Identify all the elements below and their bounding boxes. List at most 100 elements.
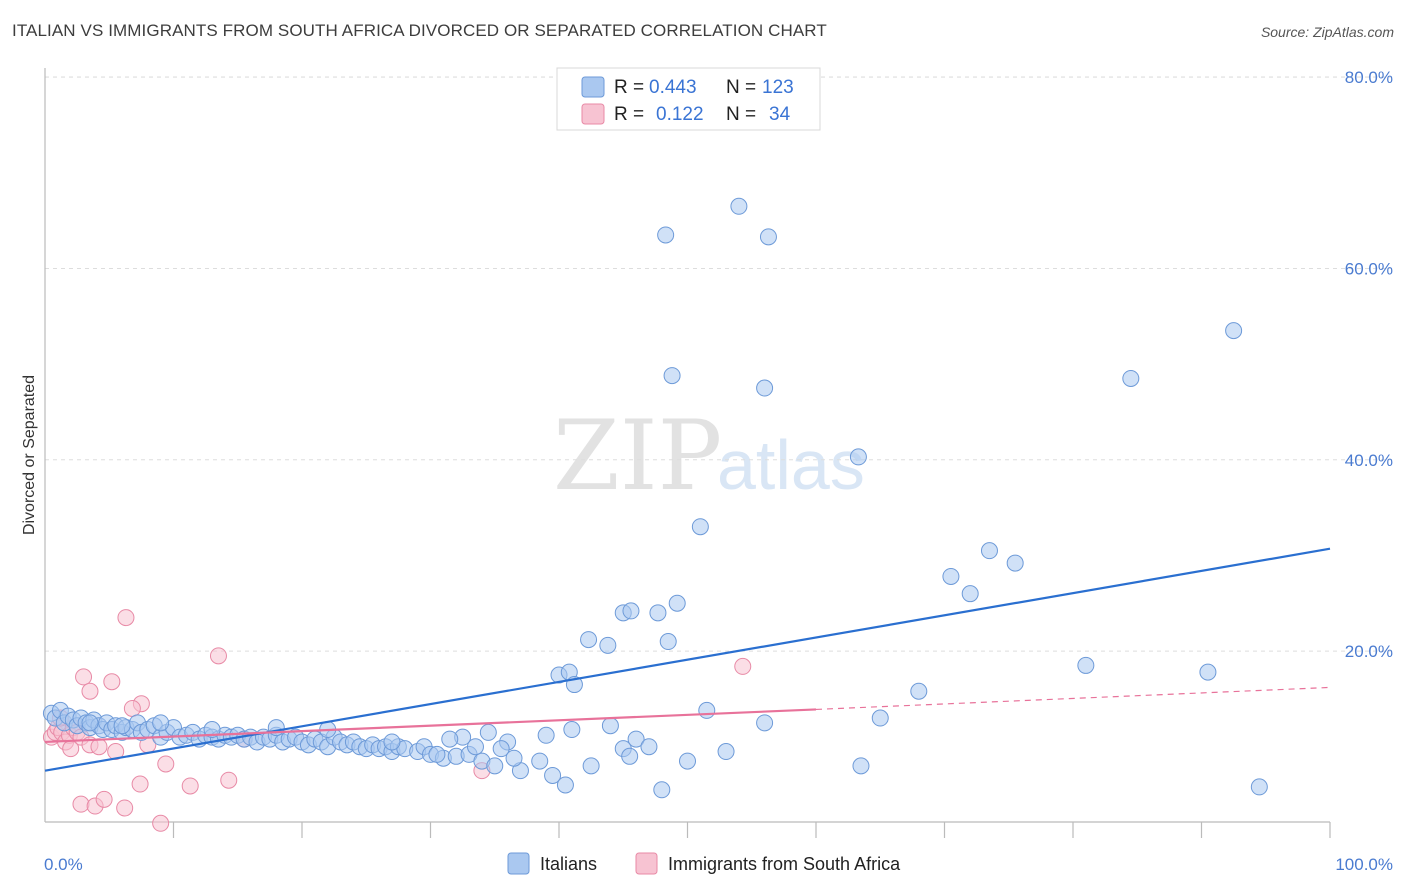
italians-point: [622, 602, 640, 620]
legend-r-value-1: 0.443: [649, 77, 697, 98]
italians-point: [961, 585, 979, 603]
series-legend: Italians Immigrants from South Africa: [507, 852, 901, 875]
italians-point: [537, 726, 555, 744]
italians-point: [871, 709, 889, 727]
italians-point: [1250, 778, 1268, 796]
italians-point: [759, 228, 777, 246]
trend-lines: [44, 547, 1331, 772]
italians-point: [663, 367, 681, 385]
south-africa-point: [123, 699, 141, 717]
italians-point: [640, 738, 658, 756]
y-tick-label: 60.0%: [1345, 259, 1393, 278]
italians-point: [852, 757, 870, 775]
chart-title: ITALIAN VS IMMIGRANTS FROM SOUTH AFRICA …: [12, 21, 827, 40]
italians-trend-line: [44, 547, 1331, 772]
italians-points: [42, 197, 1268, 799]
italians-point: [81, 714, 99, 732]
south-africa-point: [220, 771, 238, 789]
italians-point: [531, 752, 549, 770]
italians-point: [599, 636, 617, 654]
italians-point: [730, 197, 748, 215]
legend-n-value-2: 34: [769, 104, 791, 125]
italians-point: [563, 721, 581, 739]
y-axis-label: Divorced or Separated: [21, 375, 38, 535]
italians-point: [717, 743, 735, 761]
bottom-legend-swatch-south-africa: [635, 852, 658, 875]
south-africa-trend-line: [44, 708, 817, 744]
italians-point: [657, 226, 675, 244]
south-africa-trend-extension: [815, 686, 1331, 711]
italians-point: [601, 717, 619, 735]
legend-swatch-south-africa: [581, 103, 605, 125]
italians-point: [441, 730, 459, 748]
south-africa-point: [95, 790, 113, 808]
axes: [44, 68, 1331, 838]
italians-point: [1122, 369, 1140, 387]
italians-point: [486, 757, 504, 775]
watermark: ZIP atlas: [553, 400, 865, 512]
legend-r-label-1: R =: [614, 77, 644, 98]
legend-n-value-1: 123: [762, 77, 794, 98]
south-africa-point: [103, 673, 121, 691]
gridlines: [45, 76, 1392, 652]
italians-point: [580, 631, 598, 649]
south-africa-point: [81, 682, 99, 700]
south-africa-point: [62, 740, 80, 758]
x-tick-label-max: 100.0%: [1335, 855, 1393, 874]
south-africa-point: [117, 609, 135, 627]
italians-point: [152, 714, 170, 732]
legend-swatch-italians: [581, 76, 605, 98]
south-africa-point: [72, 795, 90, 813]
italians-point: [582, 757, 600, 775]
italians-point: [492, 740, 510, 758]
italians-point: [756, 379, 774, 397]
italians-point: [649, 604, 667, 622]
south-africa-point: [157, 755, 175, 773]
italians-point: [544, 766, 562, 784]
x-tick-labels: 0.0% 100.0%: [44, 855, 1393, 874]
italians-point: [479, 723, 497, 741]
bottom-legend-label-south-africa: Immigrants from South Africa: [668, 854, 901, 874]
italians-point: [679, 752, 696, 770]
italians-point: [621, 747, 639, 765]
stats-legend: R = 0.443 N = 123 R = 0.122 N = 34: [556, 67, 821, 131]
x-tick-label-min: 0.0%: [44, 855, 83, 874]
italians-point: [756, 714, 774, 732]
italians-point: [466, 738, 484, 756]
italians-point: [1077, 656, 1095, 674]
y-tick-label: 40.0%: [1345, 451, 1393, 470]
italians-point: [668, 594, 686, 612]
italians-point: [383, 733, 401, 751]
italians-point: [203, 721, 221, 739]
italians-point: [691, 518, 709, 536]
italians-point: [910, 682, 928, 700]
south-africa-point: [209, 647, 227, 665]
watermark-zip: ZIP: [553, 400, 722, 512]
legend-r-label-2: R =: [614, 104, 644, 125]
italians-point: [698, 701, 716, 719]
legend-n-label-1: N =: [726, 77, 756, 98]
italians-point: [556, 776, 574, 794]
south-africa-point: [181, 777, 199, 795]
italians-point: [627, 730, 645, 748]
y-tick-label: 80.0%: [1345, 68, 1393, 87]
italians-point: [659, 633, 677, 651]
italians-point: [1006, 554, 1024, 572]
italians-point: [942, 567, 960, 585]
italians-point: [849, 448, 867, 466]
south-africa-point: [116, 799, 134, 817]
south-africa-point: [131, 775, 149, 793]
south-africa-point: [734, 657, 752, 675]
y-tick-label: 20.0%: [1345, 642, 1393, 661]
bottom-legend-label-italians: Italians: [540, 854, 597, 874]
south-africa-point: [152, 814, 170, 832]
legend-n-label-2: N =: [726, 104, 756, 125]
italians-point: [113, 717, 131, 735]
watermark-atlas: atlas: [717, 426, 865, 504]
y-tick-labels: 20.0% 40.0% 60.0% 80.0%: [1345, 68, 1393, 661]
bottom-legend-swatch-italians: [507, 852, 530, 875]
italians-point: [980, 542, 998, 560]
italians-point: [428, 745, 446, 763]
italians-point: [653, 781, 671, 799]
